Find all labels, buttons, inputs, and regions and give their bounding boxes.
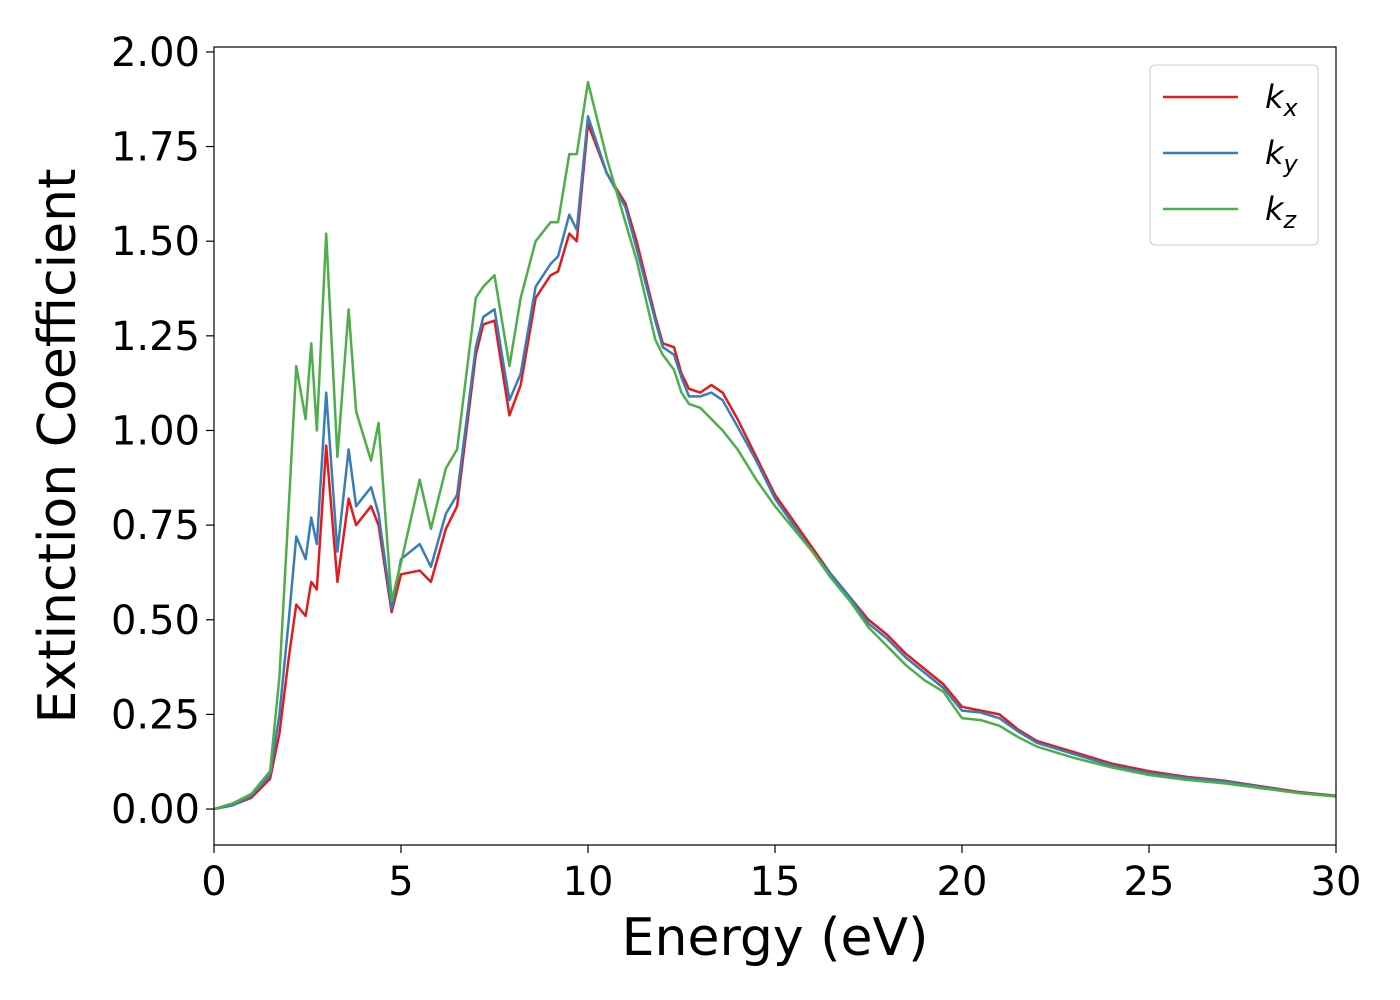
legend-label: kz (1265, 190, 1298, 234)
x-tick-label: 10 (563, 859, 614, 905)
y-tick-label: 1.00 (111, 408, 200, 454)
x-tick-label: 25 (1124, 859, 1175, 905)
series-line (214, 80, 1336, 811)
legend-box (1149, 64, 1319, 246)
plot-area (214, 80, 1336, 811)
x-tick-label: 20 (937, 859, 988, 905)
y-tick-label: 2.00 (111, 30, 200, 76)
x-axis-label: Energy (eV) (622, 908, 929, 968)
x-tick-label: 5 (388, 859, 413, 905)
series-line (214, 122, 1336, 811)
y-tick-label: 0.25 (111, 692, 200, 738)
x-tick-label: 0 (201, 859, 226, 905)
legend-label: ky (1265, 134, 1299, 178)
y-tick-label: 0.00 (111, 787, 200, 833)
y-tick-label: 1.75 (111, 125, 200, 171)
y-axis-label: Extinction Coefficient (28, 169, 88, 724)
y-tick-label: 1.50 (111, 219, 200, 265)
y-tick-label: 0.75 (111, 503, 200, 549)
y-tick-label: 0.50 (111, 598, 200, 644)
x-tick-label: 15 (750, 859, 801, 905)
series-line (214, 115, 1336, 811)
y-tick-label: 1.25 (111, 314, 200, 360)
legend-label: kx (1265, 78, 1299, 122)
x-tick-label: 30 (1311, 859, 1362, 905)
